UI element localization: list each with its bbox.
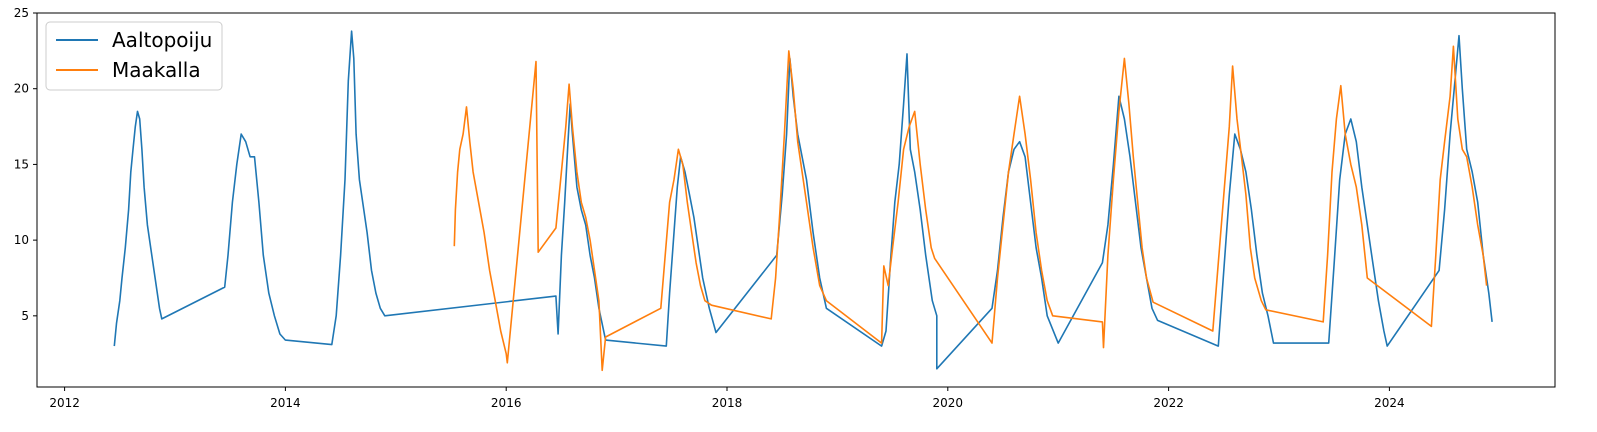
legend-label-aaltopoiju: Aaltopoiju — [112, 28, 212, 52]
y-tick-label: 20 — [14, 82, 29, 96]
y-tick-label: 10 — [14, 233, 29, 247]
series-layer — [113, 30, 1493, 372]
legend: Aaltopoiju Maakalla — [45, 21, 223, 91]
y-tick-label: 5 — [21, 309, 29, 323]
y-axis: 5 10 15 20 25 — [14, 6, 37, 323]
y-tick-label: 25 — [14, 6, 29, 20]
series-line-maakalla — [453, 45, 1488, 372]
x-tick-label: 2022 — [1153, 396, 1184, 410]
x-tick-label: 2014 — [270, 396, 301, 410]
legend-label-maakalla: Maakalla — [112, 58, 201, 82]
plot-frame — [36, 12, 1556, 388]
x-tick-label: 2024 — [1374, 396, 1405, 410]
x-axis: 2012 2014 2016 2018 2020 2022 2024 — [49, 387, 1405, 410]
x-tick-label: 2016 — [491, 396, 522, 410]
x-tick-label: 2020 — [933, 396, 964, 410]
y-tick-label: 15 — [14, 157, 29, 171]
x-tick-label: 2018 — [712, 396, 743, 410]
x-tick-label: 2012 — [49, 396, 80, 410]
